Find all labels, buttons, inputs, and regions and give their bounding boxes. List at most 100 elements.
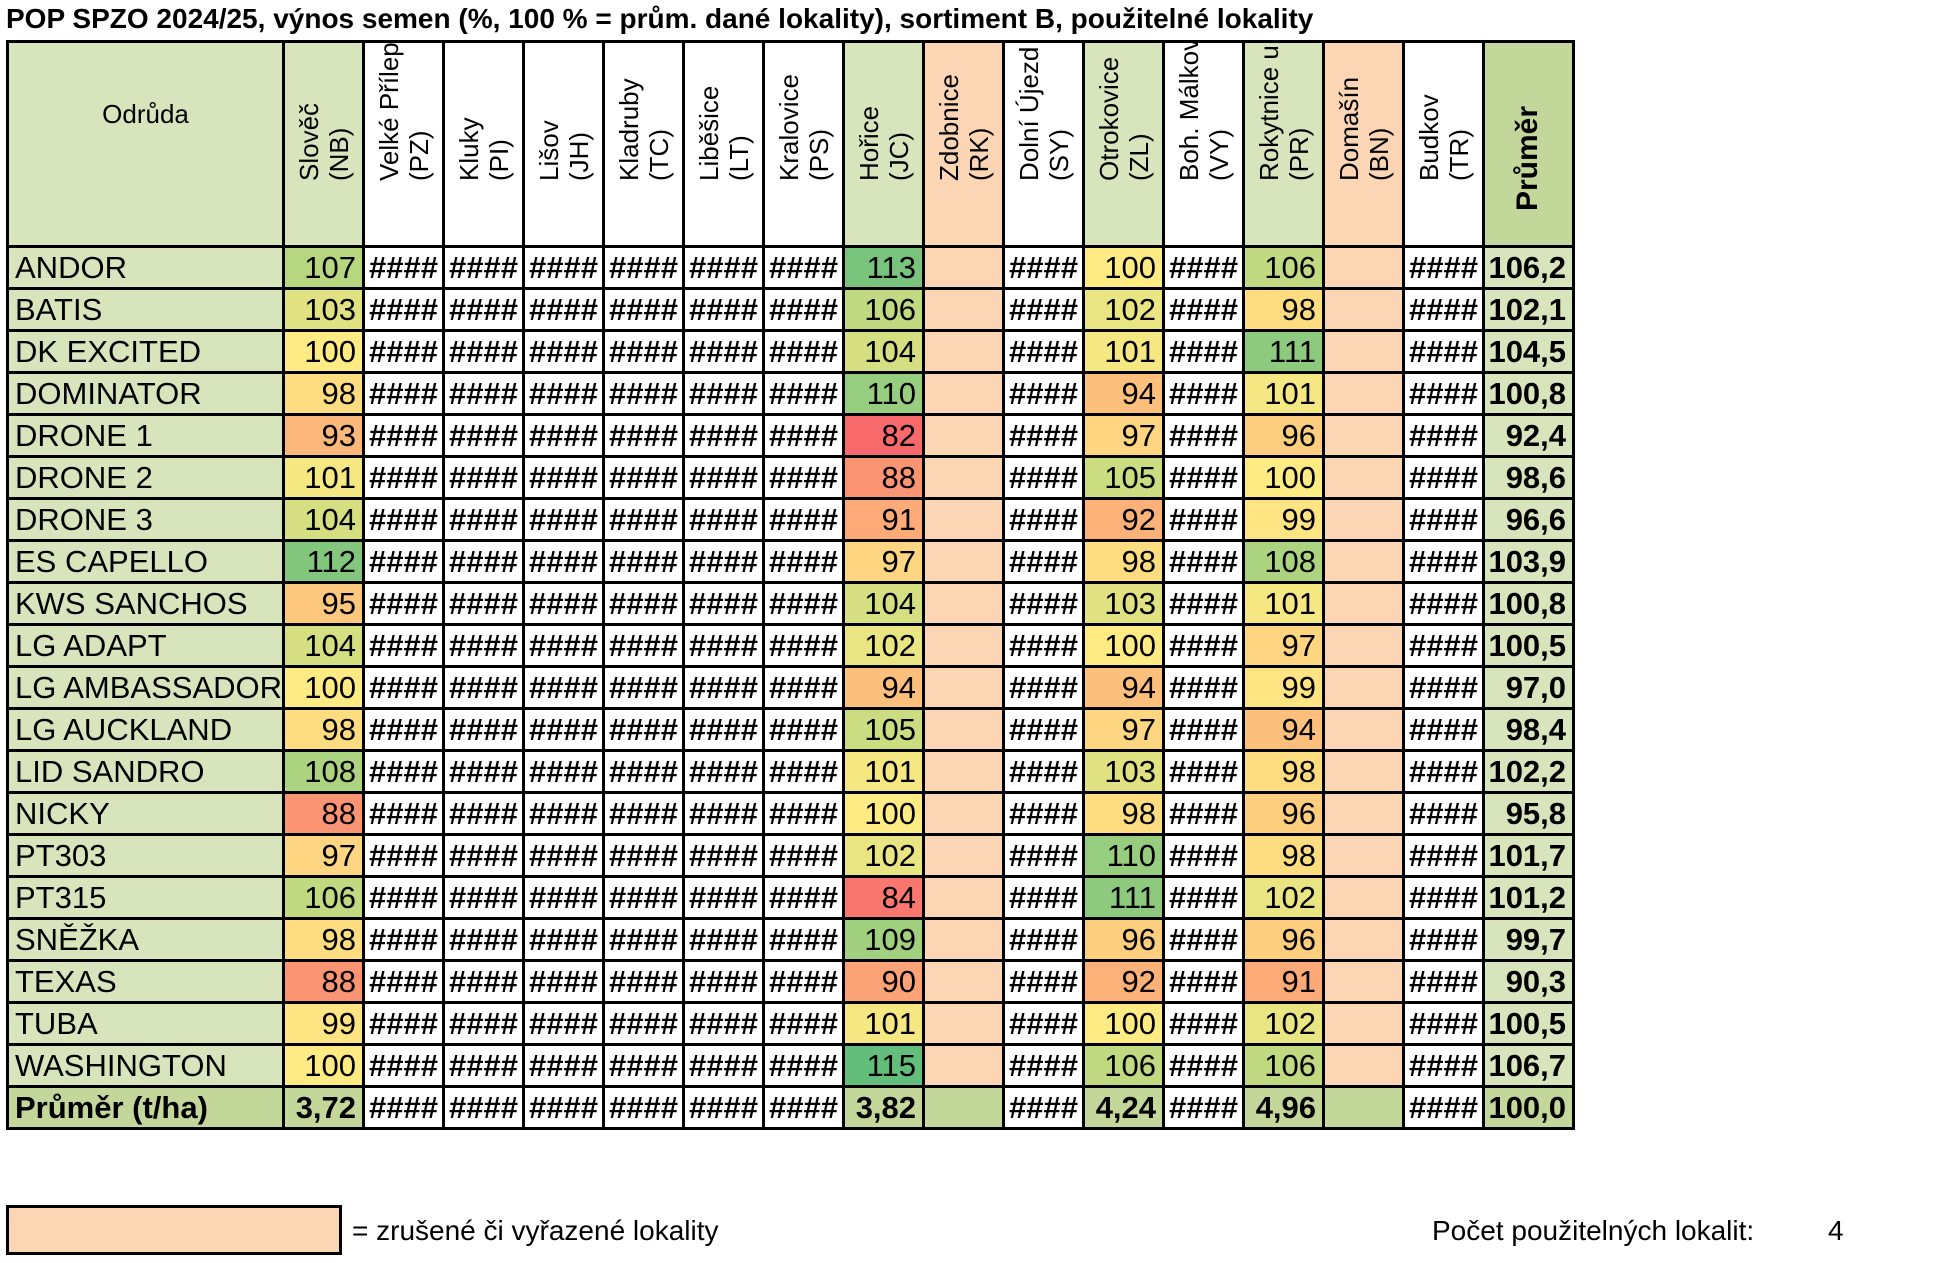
yield-cell-rokytnice: 91 [1242, 959, 1326, 1004]
hidden-value-cell: #### [762, 1085, 846, 1130]
yield-cell-slovec: 93 [282, 413, 366, 458]
excluded-cell [1322, 1043, 1406, 1088]
hidden-value-cell: #### [1162, 1001, 1246, 1046]
yield-cell-slovec: 101 [282, 455, 366, 500]
yield-cell-horice: 102 [842, 833, 926, 878]
yield-cell-rokytnice: 96 [1242, 917, 1326, 962]
variety-row: PT315 106 #### #### #### #### #### #### 84 #### 11… [5, 875, 1576, 920]
yield-cell-horice: 102 [842, 623, 926, 668]
location-header-text: Slověč (NB) [294, 103, 354, 181]
hidden-value-cell: #### [522, 623, 606, 668]
hidden-value-cell: #### [1402, 497, 1486, 542]
hidden-value-cell: #### [362, 1001, 446, 1046]
location-header-text: Dolní Újezd (SY) [1014, 47, 1074, 181]
yield-cell-horice: 82 [842, 413, 926, 458]
hidden-value-cell: #### [682, 875, 766, 920]
location-code: (NB) [323, 127, 354, 181]
hidden-value-cell: #### [1402, 1043, 1486, 1088]
yield-cell-rokytnice: 94 [1242, 707, 1326, 752]
hidden-value-cell: #### [1162, 581, 1246, 626]
variety-row: LG ADAPT 104 #### #### #### #### #### #### 102 ##… [5, 623, 1576, 668]
yield-cell-slovec: 97 [282, 833, 366, 878]
yield-cell-otrokovice: 111 [1082, 875, 1166, 920]
hidden-value-cell: #### [442, 497, 526, 542]
location-name: Liběšice [693, 85, 724, 181]
hidden-value-cell: #### [442, 287, 526, 332]
yield-cell-otrokovice: 92 [1082, 497, 1166, 542]
excluded-cell [922, 1085, 1006, 1130]
location-header-text: Liběšice (LT) [694, 86, 754, 181]
hidden-value-cell: #### [602, 413, 686, 458]
yield-cell-horice: 101 [842, 749, 926, 794]
hidden-value-cell: #### [1402, 245, 1486, 290]
hidden-value-cell: #### [682, 707, 766, 752]
variety-row: DK EXCITED 100 #### #### #### #### #### #### 104… [5, 329, 1576, 374]
yield-cell-otrokovice: 96 [1082, 917, 1166, 962]
hidden-value-cell: #### [1162, 707, 1246, 752]
hidden-value-cell: #### [522, 917, 606, 962]
variety-name: TEXAS [5, 959, 286, 1004]
location-name: Dolní Újezd [1013, 46, 1044, 181]
hidden-value-cell: #### [442, 455, 526, 500]
yield-cell-rokytnice: 106 [1242, 1043, 1326, 1088]
average-cell: 100,5 [1482, 1001, 1576, 1046]
hidden-value-cell: #### [1002, 413, 1086, 458]
location-header-text: Kladruby (TC) [614, 78, 674, 181]
yield-cell-otrokovice: 98 [1082, 791, 1166, 836]
yield-cell-otrokovice: 110 [1082, 833, 1166, 878]
location-name: Hořice [853, 105, 884, 181]
hidden-value-cell: #### [1402, 623, 1486, 668]
location-code: (PZ) [403, 130, 434, 181]
yield-cell-horice: 104 [842, 581, 926, 626]
location-name: Rokytnice u Př. [1253, 41, 1284, 182]
variety-name: DRONE 1 [5, 413, 286, 458]
yield-cell-slovec: 95 [282, 581, 366, 626]
location-header-7: Hořice (JC) [842, 40, 926, 248]
excluded-cell [922, 245, 1006, 290]
location-header-4: Kladruby (TC) [602, 40, 686, 248]
variety-name: DOMINATOR [5, 371, 286, 416]
yield-cell-slovec: 3,72 [282, 1085, 366, 1130]
variety-name: KWS SANCHOS [5, 581, 286, 626]
hidden-value-cell: #### [1402, 917, 1486, 962]
excluded-cell [1322, 791, 1406, 836]
hidden-value-cell: #### [602, 539, 686, 584]
yield-cell-horice: 109 [842, 917, 926, 962]
excluded-cell [922, 1001, 1006, 1046]
variety-name: TUBA [5, 1001, 286, 1046]
variety-name: ANDOR [5, 245, 286, 290]
hidden-value-cell: #### [1162, 371, 1246, 416]
location-header-1: Velké Přílepy (PZ) [362, 40, 446, 248]
hidden-value-cell: #### [682, 287, 766, 332]
hidden-value-cell: #### [442, 665, 526, 710]
location-header-text: Hořice (JC) [854, 106, 914, 181]
excluded-cell [922, 749, 1006, 794]
hidden-value-cell: #### [522, 1001, 606, 1046]
excluded-cell [922, 329, 1006, 374]
hidden-value-cell: #### [1402, 875, 1486, 920]
variety-name: LID SANDRO [5, 749, 286, 794]
hidden-value-cell: #### [682, 791, 766, 836]
hidden-value-cell: #### [602, 371, 686, 416]
yield-cell-rokytnice: 111 [1242, 329, 1326, 374]
hidden-value-cell: #### [442, 1085, 526, 1130]
hidden-value-cell: #### [1402, 413, 1486, 458]
average-cell: 101,7 [1482, 833, 1576, 878]
hidden-value-cell: #### [682, 329, 766, 374]
yield-cell-slovec: 104 [282, 497, 366, 542]
hidden-value-cell: #### [442, 1001, 526, 1046]
hidden-value-cell: #### [362, 287, 446, 332]
hidden-value-cell: #### [442, 1043, 526, 1088]
hidden-value-cell: #### [522, 749, 606, 794]
hidden-value-cell: #### [522, 959, 606, 1004]
hidden-value-cell: #### [362, 833, 446, 878]
average-cell: 96,6 [1482, 497, 1576, 542]
variety-row: LID SANDRO 108 #### #### #### #### #### #### 101… [5, 749, 1576, 794]
hidden-value-cell: #### [1002, 497, 1086, 542]
hidden-value-cell: #### [762, 833, 846, 878]
yield-cell-horice: 91 [842, 497, 926, 542]
location-header-0: Slověč (NB) [282, 40, 366, 248]
yield-cell-rokytnice: 96 [1242, 413, 1326, 458]
hidden-value-cell: #### [1162, 623, 1246, 668]
legend-swatch [6, 1205, 342, 1255]
